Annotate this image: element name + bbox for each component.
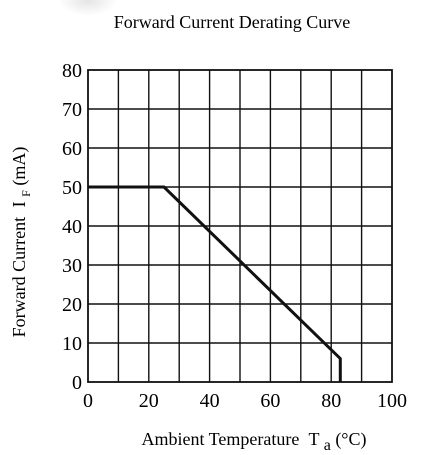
chart-title: Forward Current Derating Curve — [114, 12, 350, 32]
plot-frame — [87, 69, 393, 383]
y-tick-label-70: 70 — [62, 99, 82, 121]
x-tick-label-100: 100 — [377, 390, 407, 412]
x-tick-label-60: 60 — [260, 390, 280, 412]
x-tick-label-80: 80 — [321, 390, 341, 412]
y-axis-label-unit: (mA) — [9, 147, 30, 186]
x-tick-label-20: 20 — [139, 390, 159, 412]
x-axis-label: Ambient Temperature T a (°C) — [141, 429, 366, 454]
x-axis-label-text: Ambient Temperature — [141, 429, 299, 449]
y-tick-label-60: 60 — [62, 138, 82, 160]
series-line-0 — [88, 185, 342, 382]
y-axis-label-subscript: F — [19, 190, 33, 197]
watermark — [58, 0, 118, 16]
x-tick-labels: 0 20 40 60 80 100 — [83, 390, 407, 412]
y-axis-label: Forward Current I F (mA) — [9, 147, 34, 338]
y-tick-label-40: 40 — [62, 216, 82, 238]
y-tick-label-10: 10 — [62, 333, 82, 355]
axes — [87, 69, 393, 383]
y-axis-label-text: Forward Current — [9, 217, 29, 337]
x-axis-label-symbol: T — [309, 429, 320, 449]
x-axis-label-subscript: a — [324, 437, 331, 454]
y-tick-label-30: 30 — [62, 255, 82, 277]
y-tick-label-80: 80 — [62, 60, 82, 82]
series — [88, 185, 342, 382]
x-axis-label-unit: (°C) — [335, 429, 366, 450]
grid — [88, 70, 392, 382]
x-tick-label-0: 0 — [83, 390, 93, 412]
y-tick-labels: 0 10 20 30 40 50 60 70 80 — [62, 60, 82, 394]
y-tick-label-20: 20 — [62, 294, 82, 316]
y-tick-label-0: 0 — [72, 372, 82, 394]
y-axis-label-symbol: I — [9, 201, 29, 207]
x-tick-label-40: 40 — [200, 390, 220, 412]
y-tick-label-50: 50 — [62, 177, 82, 199]
